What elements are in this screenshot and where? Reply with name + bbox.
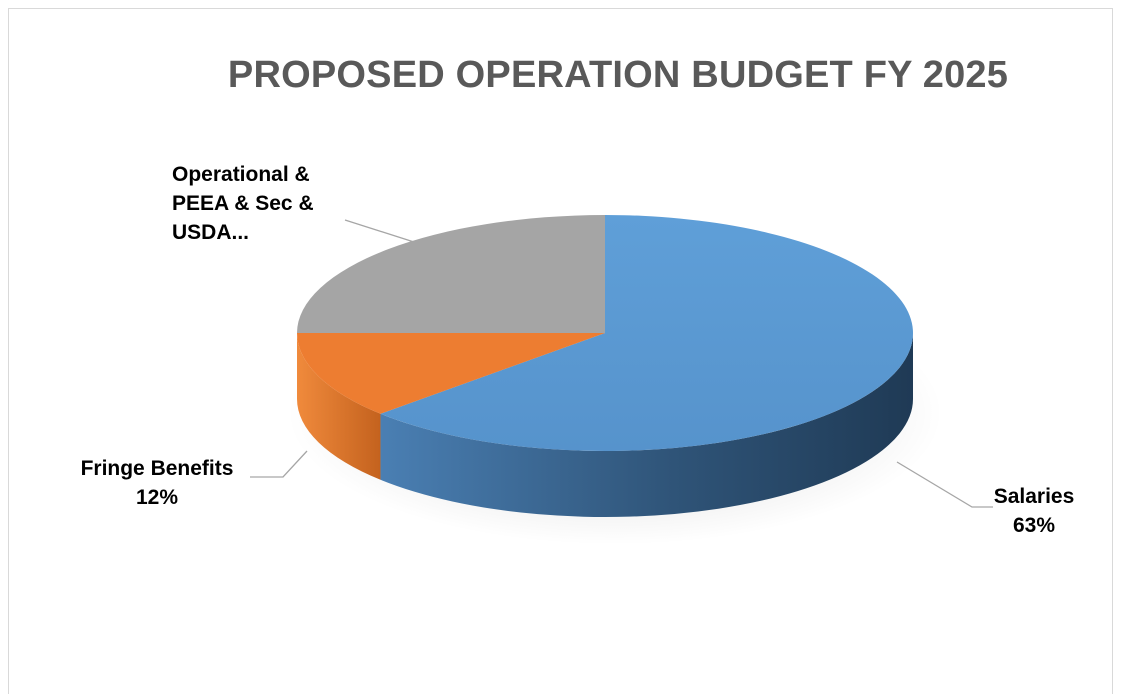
- pie-slice-salaries: [380, 215, 914, 451]
- data-label-fringe-value: 12%: [135, 486, 179, 509]
- pie-slice-fringe: [297, 333, 605, 414]
- leader-line-operational: [344, 219, 415, 243]
- leader-line-fringe: [250, 450, 308, 478]
- pie-side-fringe: [297, 333, 381, 480]
- data-label-salaries: Salaries 63%: [984, 482, 1084, 540]
- pie-slice-operational: [297, 215, 605, 333]
- data-label-fringe: Fringe Benefits 12%: [62, 454, 252, 512]
- data-label-operational: Operational & PEEA & Sec & USDA...: [172, 160, 314, 247]
- data-label-operational-line3: USDA...: [172, 221, 250, 244]
- pie-side-salaries: [380, 333, 913, 517]
- data-label-salaries-value: 63%: [1012, 514, 1056, 537]
- data-label-operational-line1: Operational &: [172, 163, 310, 186]
- leader-line-salaries: [896, 461, 993, 508]
- chart-title: PROPOSED OPERATION BUDGET FY 2025: [227, 54, 1009, 96]
- data-label-salaries-name: Salaries: [993, 485, 1075, 508]
- data-label-operational-line2: PEEA & Sec &: [172, 192, 314, 215]
- data-label-fringe-name: Fringe Benefits: [80, 457, 234, 480]
